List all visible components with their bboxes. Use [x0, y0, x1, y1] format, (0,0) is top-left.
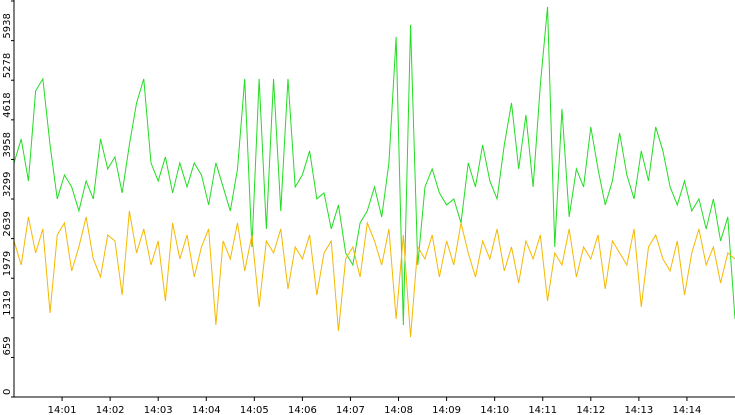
y-tick-label: 1979 [2, 251, 13, 276]
x-tick-label: 14:13 [624, 405, 653, 415]
x-tick-label: 14:03 [144, 405, 173, 415]
y-tick-label: 0 [2, 389, 13, 395]
y-tick-label: 3958 [2, 132, 13, 157]
x-tick-label: 14:04 [192, 405, 221, 415]
x-tick-label: 14:01 [48, 405, 77, 415]
x-tick-label: 14:06 [288, 405, 317, 415]
y-tick-label: 1319 [2, 290, 13, 315]
y-tick-label: 659 [2, 336, 13, 355]
x-tick-label: 14:14 [673, 405, 702, 415]
y-tick-label: 2639 [2, 211, 13, 236]
y-tick-label: 4618 [2, 92, 13, 117]
x-tick-label: 14:02 [96, 405, 125, 415]
x-tick-label: 14:10 [480, 405, 509, 415]
x-tick-label: 14:11 [528, 405, 557, 415]
x-tick-label: 14:05 [240, 405, 269, 415]
y-tick-label: 5278 [2, 53, 13, 78]
x-tick-label: 14:09 [432, 405, 461, 415]
x-tick-label: 14:08 [384, 405, 413, 415]
y-tick-label: 5938 [2, 13, 13, 38]
series-line [13, 6, 735, 325]
y-tick-label: 3299 [2, 172, 13, 197]
x-tick-label: 14:12 [576, 405, 605, 415]
series-line [13, 210, 735, 338]
x-tick-label: 14:07 [336, 405, 365, 415]
